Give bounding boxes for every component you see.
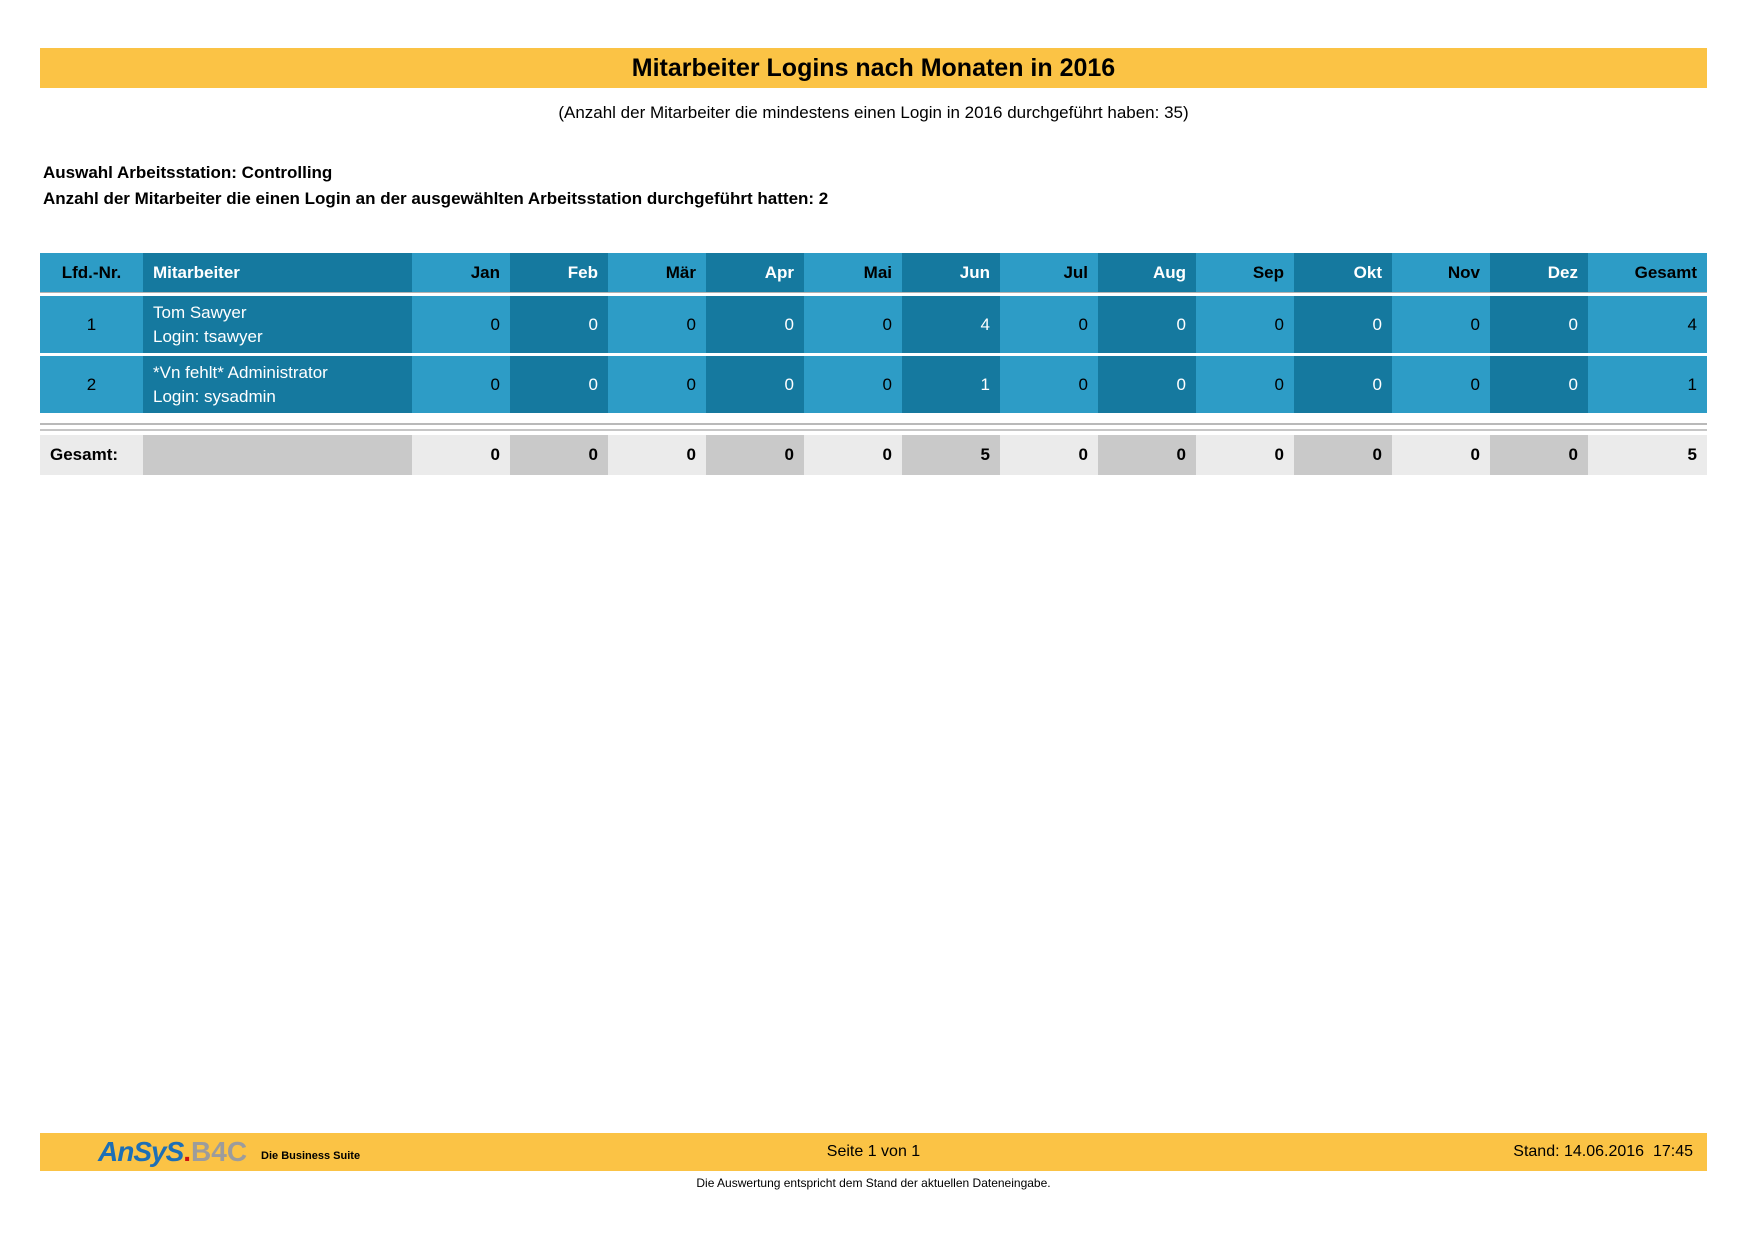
row-total-cell: 4 bbox=[1588, 296, 1707, 353]
employee-cell: *Vn fehlt* Administrator Login: sysadmin bbox=[143, 356, 412, 413]
column-header-mär: Mär bbox=[608, 253, 706, 293]
totals-value-cell: 0 bbox=[1294, 435, 1392, 475]
logo-dot: . bbox=[183, 1136, 192, 1167]
report-timestamp: Stand: 14.06.2016 17:45 bbox=[1513, 1143, 1693, 1160]
report-info-block: Auswahl Arbeitsstation: Controlling Anza… bbox=[43, 160, 1663, 212]
column-header-sep: Sep bbox=[1196, 253, 1294, 293]
month-value-cell: 0 bbox=[608, 356, 706, 413]
totals-value-cell: 0 bbox=[706, 435, 804, 475]
month-value-cell: 0 bbox=[412, 296, 510, 353]
logo-brand-text: AnSyS bbox=[98, 1136, 184, 1167]
employee-login: Login: tsawyer bbox=[153, 326, 263, 346]
month-value-cell: 0 bbox=[1098, 356, 1196, 413]
totals-value-cell: 0 bbox=[1392, 435, 1490, 475]
column-header-gesamt: Gesamt bbox=[1588, 253, 1707, 293]
month-value-cell: 0 bbox=[1392, 296, 1490, 353]
totals-value-cell: 0 bbox=[804, 435, 902, 475]
report-title-bar: Mitarbeiter Logins nach Monaten in 2016 bbox=[40, 48, 1707, 88]
logins-table-wrap: Lfd.-Nr. Mitarbeiter Jan Feb Mär Apr Mai Jun Jul… bbox=[40, 250, 1707, 478]
column-header-lfd-nr-: Lfd.-Nr. bbox=[40, 253, 143, 293]
report-subtitle: (Anzahl der Mitarbeiter die mindestens e… bbox=[558, 103, 1189, 122]
totals-value-cell: 0 bbox=[510, 435, 608, 475]
month-value-cell: 0 bbox=[510, 356, 608, 413]
logins-table-body: 1 Tom Sawyer Login: tsawyer 0 0 0 0 0 4 0 0 0 0 0 0 4 2 *… bbox=[40, 296, 1707, 413]
totals-value-cell bbox=[143, 435, 412, 475]
month-value-cell: 0 bbox=[412, 356, 510, 413]
totals-value-cell: 0 bbox=[1000, 435, 1098, 475]
logins-table: Lfd.-Nr. Mitarbeiter Jan Feb Mär Apr Mai Jun Jul… bbox=[40, 250, 1707, 416]
month-value-cell: 0 bbox=[706, 356, 804, 413]
info-workstation: Auswahl Arbeitsstation: Controlling bbox=[43, 163, 333, 182]
column-header-apr: Apr bbox=[706, 253, 804, 293]
month-value-cell: 0 bbox=[1490, 356, 1588, 413]
employee-login: Login: sysadmin bbox=[153, 386, 276, 406]
column-header-feb: Feb bbox=[510, 253, 608, 293]
column-header-jul: Jul bbox=[1000, 253, 1098, 293]
employee-name: Tom Sawyer bbox=[153, 302, 247, 322]
logo-tagline: Die Business Suite bbox=[261, 1150, 361, 1162]
column-header-jan: Jan bbox=[412, 253, 510, 293]
month-value-cell: 0 bbox=[804, 356, 902, 413]
totals-value-cell: 5 bbox=[902, 435, 1000, 475]
totals-value-cell: 0 bbox=[412, 435, 510, 475]
logo-product-text: B4C bbox=[191, 1136, 248, 1167]
totals-value-cell: 0 bbox=[1098, 435, 1196, 475]
column-header-mitarbeiter: Mitarbeiter bbox=[143, 253, 412, 293]
month-value-cell: 0 bbox=[1196, 296, 1294, 353]
month-value-cell: 0 bbox=[510, 296, 608, 353]
table-row: 2 *Vn fehlt* Administrator Login: sysadmin… bbox=[40, 356, 1707, 413]
month-value-cell: 0 bbox=[1000, 356, 1098, 413]
month-value-cell: 1 bbox=[902, 356, 1000, 413]
row-number-cell: 2 bbox=[40, 356, 143, 413]
brand-logo: AnSyS. B4C Die Business Suite bbox=[98, 1133, 360, 1171]
column-header-mai: Mai bbox=[804, 253, 902, 293]
row-total-cell: 1 bbox=[1588, 356, 1707, 413]
totals-table: Gesamt: 0 0 0 0 0 5 0 0 0 0 0 0 5 bbox=[40, 432, 1707, 478]
totals-label-cell: Gesamt: bbox=[40, 435, 143, 475]
employee-name: *Vn fehlt* Administrator bbox=[153, 362, 328, 382]
month-value-cell: 0 bbox=[1294, 356, 1392, 413]
month-value-cell: 0 bbox=[1196, 356, 1294, 413]
grand-total-cell: 5 bbox=[1588, 435, 1707, 475]
row-number-cell: 1 bbox=[40, 296, 143, 353]
page-title: Mitarbeiter Logins nach Monaten in 2016 bbox=[631, 53, 1116, 82]
totals-value-cell: 0 bbox=[1490, 435, 1588, 475]
totals-value-cell: 0 bbox=[608, 435, 706, 475]
info-login-count: Anzahl der Mitarbeiter die einen Login a… bbox=[43, 189, 829, 208]
footer-bar: AnSyS. B4C Die Business Suite Seite 1 von… bbox=[40, 1133, 1707, 1171]
month-value-cell: 4 bbox=[902, 296, 1000, 353]
totals-row: Gesamt: 0 0 0 0 0 5 0 0 0 0 0 0 5 bbox=[40, 435, 1707, 475]
header-row: Lfd.-Nr. Mitarbeiter Jan Feb Mär Apr Mai Jun Jul… bbox=[40, 253, 1707, 293]
month-value-cell: 0 bbox=[1098, 296, 1196, 353]
column-header-aug: Aug bbox=[1098, 253, 1196, 293]
column-header-dez: Dez bbox=[1490, 253, 1588, 293]
column-header-nov: Nov bbox=[1392, 253, 1490, 293]
employee-cell: Tom Sawyer Login: tsawyer bbox=[143, 296, 412, 353]
totals-value-cell: 0 bbox=[1196, 435, 1294, 475]
column-header-jun: Jun bbox=[902, 253, 1000, 293]
footer-note: Die Auswertung entspricht dem Stand der … bbox=[696, 1176, 1051, 1190]
column-header-okt: Okt bbox=[1294, 253, 1392, 293]
table-row: 1 Tom Sawyer Login: tsawyer 0 0 0 0 0 4 0 0 0 0 0 0 4 bbox=[40, 296, 1707, 353]
month-value-cell: 0 bbox=[804, 296, 902, 353]
month-value-cell: 0 bbox=[706, 296, 804, 353]
page-number: Seite 1 von 1 bbox=[826, 1143, 921, 1160]
month-value-cell: 0 bbox=[1294, 296, 1392, 353]
month-value-cell: 0 bbox=[1392, 356, 1490, 413]
month-value-cell: 0 bbox=[1490, 296, 1588, 353]
totals-separator bbox=[40, 423, 1707, 431]
month-value-cell: 0 bbox=[608, 296, 706, 353]
month-value-cell: 0 bbox=[1000, 296, 1098, 353]
